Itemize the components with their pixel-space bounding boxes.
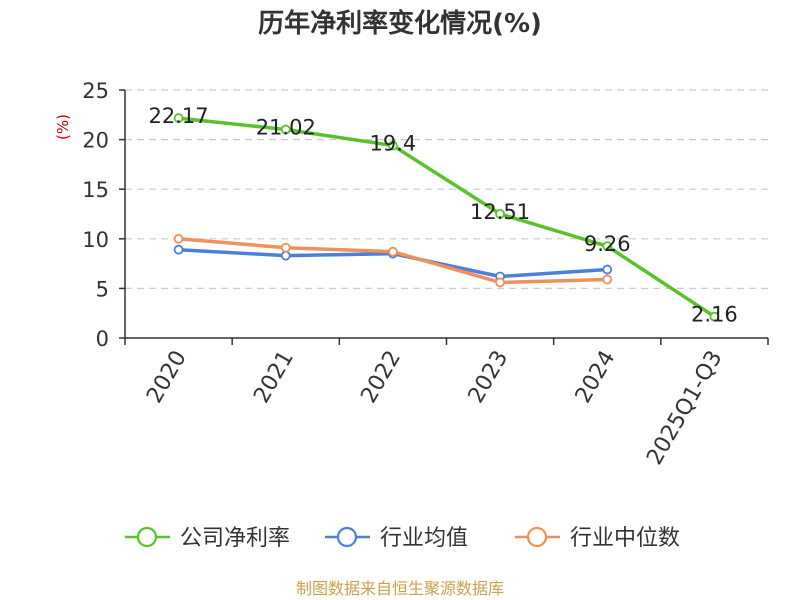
data-label: 22.17 xyxy=(149,104,209,128)
series-line xyxy=(178,237,608,285)
legend-label: 行业均值 xyxy=(380,526,468,551)
legend-label: 公司净利率 xyxy=(180,526,290,551)
data-point xyxy=(602,274,613,285)
data-point xyxy=(173,113,184,123)
data-point xyxy=(280,124,291,135)
data-label: 19.4 xyxy=(370,132,417,156)
data-point xyxy=(709,311,720,322)
series-line xyxy=(178,116,716,319)
data-point xyxy=(280,242,291,253)
data-point xyxy=(602,264,613,275)
data-label: 12.51 xyxy=(470,200,530,224)
legend-swatch-marker xyxy=(526,526,548,548)
x-tick-label: 2024 xyxy=(571,347,621,408)
data-point xyxy=(495,209,505,219)
legend-label: 行业中位数 xyxy=(570,526,680,551)
x-tick-label: 2025Q1-Q3 xyxy=(642,347,727,470)
y-tick-label: 15 xyxy=(82,178,109,202)
data-point xyxy=(173,244,184,255)
data-point xyxy=(388,246,398,257)
data-labels: 22.17 21.02 19.4 12.51 9.26 2.16 xyxy=(149,104,738,326)
y-tick-label: 25 xyxy=(82,79,109,103)
x-tick-label: 2021 xyxy=(249,347,299,408)
data-label: 21.02 xyxy=(256,115,316,139)
grid-lines xyxy=(125,89,768,289)
data-label: 2.16 xyxy=(691,303,738,327)
y-tick-label: 20 xyxy=(82,129,109,153)
y-tick-label: 5 xyxy=(96,277,109,301)
data-label: 9.26 xyxy=(584,232,631,256)
y-tick-label: 0 xyxy=(96,327,109,351)
axes xyxy=(119,89,769,345)
x-ticks: 2020 2021 2022 2023 2024 2025Q1-Q3 xyxy=(142,347,727,470)
x-tick-label: 2022 xyxy=(356,347,406,408)
x-tick-label: 2023 xyxy=(464,347,514,408)
data-point xyxy=(173,233,184,244)
y-ticks: 0 5 10 15 20 25 xyxy=(82,79,109,351)
series-group xyxy=(173,113,720,322)
source-note: 制图数据来自恒生聚源数据库 xyxy=(296,579,504,598)
data-point xyxy=(602,241,613,252)
x-tick-label: 2020 xyxy=(142,347,192,408)
y-axis-label: (%) xyxy=(54,114,72,140)
legend-swatch-marker xyxy=(136,526,158,548)
chart-title: 历年净利率变化情况(%) xyxy=(258,8,542,39)
y-tick-label: 10 xyxy=(82,228,109,252)
data-point xyxy=(280,250,291,261)
data-point xyxy=(495,277,505,288)
legend-swatch-marker xyxy=(336,526,358,548)
legend: 公司净利率 行业均值 行业中位数 xyxy=(125,526,680,551)
data-point xyxy=(388,140,398,151)
